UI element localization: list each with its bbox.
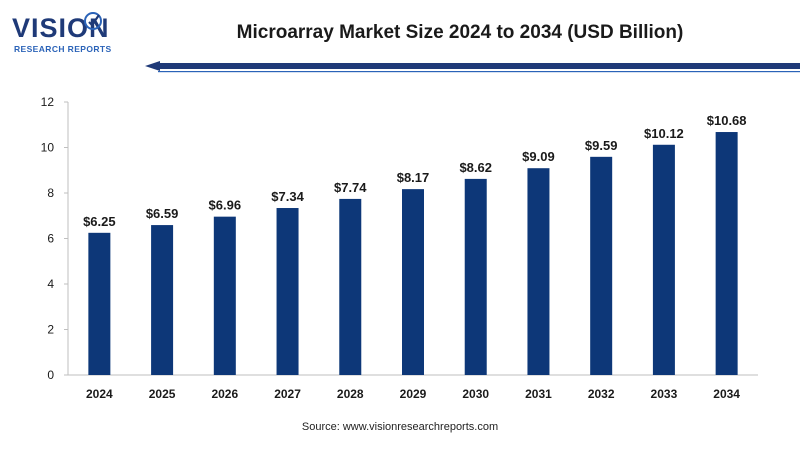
x-tick-label-2028: 2028 — [337, 387, 364, 401]
bar-2028 — [339, 198, 362, 375]
x-tick-label-2029: 2029 — [400, 387, 427, 401]
y-tick-label: 2 — [47, 323, 54, 337]
data-label-2027: $7.34 — [271, 189, 304, 204]
y-tick-label: 0 — [47, 368, 54, 382]
data-label-2034: $10.68 — [707, 113, 747, 128]
y-tick-label: 8 — [47, 186, 54, 200]
x-tick-label-2025: 2025 — [149, 387, 176, 401]
data-label-2031: $9.09 — [522, 149, 555, 164]
bar-2031 — [527, 168, 550, 375]
header-divider-arrow — [145, 61, 800, 73]
bar-2034 — [715, 132, 738, 375]
bar-2025 — [151, 225, 174, 375]
x-tick-label-2024: 2024 — [86, 387, 113, 401]
x-tick-label-2027: 2027 — [274, 387, 301, 401]
x-tick-label-2026: 2026 — [211, 387, 238, 401]
source-note: Source: www.visionresearchreports.com — [301, 421, 499, 433]
data-label-2025: $6.59 — [146, 206, 179, 221]
x-tick-label-2034: 2034 — [713, 387, 740, 401]
bar-2033 — [652, 144, 675, 375]
y-tick-label: 6 — [47, 232, 54, 246]
x-tick-label-2033: 2033 — [651, 387, 678, 401]
bar-2026 — [213, 216, 236, 375]
data-label-2024: $6.25 — [83, 214, 116, 229]
bar-2032 — [590, 156, 613, 375]
data-label-2026: $6.96 — [209, 198, 242, 213]
x-tick-label-2031: 2031 — [525, 387, 552, 401]
bar-chart: 0 2 4 6 8 10 12 $6.25 2024 $6.59 2025 $6.96 2026 $7.3… — [41, 95, 758, 401]
brand-logo: VISION RESEARCH REPORTS — [12, 12, 122, 58]
brand-tagline: RESEARCH REPORTS — [14, 44, 112, 54]
data-label-2029: $8.17 — [397, 170, 430, 185]
data-label-2033: $10.12 — [644, 126, 684, 141]
data-label-2028: $7.74 — [334, 180, 367, 195]
y-tick-label: 12 — [41, 95, 55, 109]
data-label-2030: $8.62 — [459, 160, 492, 175]
data-label-2032: $9.59 — [585, 138, 618, 153]
bar-2030 — [464, 178, 487, 375]
chart-title: Microarray Market Size 2024 to 2034 (USD… — [236, 22, 684, 43]
x-tick-label-2032: 2032 — [588, 387, 615, 401]
y-tick-label: 10 — [41, 141, 55, 155]
brand-mark-icon — [84, 12, 102, 30]
bar-2024 — [88, 232, 111, 375]
x-tick-label-2030: 2030 — [462, 387, 489, 401]
bar-2027 — [276, 208, 299, 375]
bar-2029 — [402, 189, 424, 375]
y-tick-label: 4 — [47, 277, 54, 291]
